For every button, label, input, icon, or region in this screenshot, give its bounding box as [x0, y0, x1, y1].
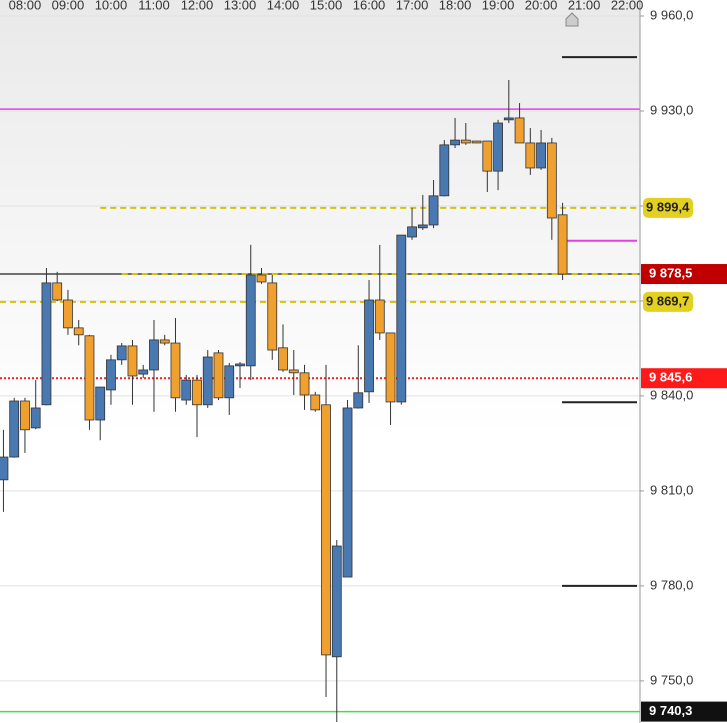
candle-body [41, 282, 52, 406]
candle-body [127, 345, 138, 377]
x-tick-label: 16:00 [353, 0, 386, 12]
y-tick-label: 9 810,0 [650, 482, 693, 497]
candle-body [73, 327, 84, 336]
x-tick-label: 09:00 [52, 0, 85, 12]
candle-body [30, 407, 41, 429]
candle-body [138, 369, 149, 375]
candle-body [63, 299, 73, 329]
candle-body [159, 339, 170, 344]
x-tick-label: 22:00 [611, 0, 644, 12]
candle-body [471, 140, 482, 144]
x-tick-label: 14:00 [267, 0, 300, 12]
candle-body [342, 407, 353, 578]
candle-body [557, 214, 568, 275]
price-tag [643, 291, 693, 312]
candle-body [310, 394, 321, 411]
candle-body [106, 359, 116, 391]
candle-body [116, 345, 127, 361]
price-tag-label: 9 869,7 [646, 293, 689, 308]
y-tick-label: 9 960,0 [650, 7, 693, 22]
candle-body [331, 545, 342, 658]
x-tick-label: 19:00 [482, 0, 515, 12]
y-tick-label: 9 750,0 [650, 672, 693, 687]
candle-body [407, 226, 417, 238]
x-tick-label: 15:00 [310, 0, 343, 12]
candle-body [224, 365, 235, 399]
price-axis-area [640, 0, 727, 723]
price-tag-label: 9 878,5 [649, 265, 692, 280]
y-tick-label: 9 780,0 [650, 577, 693, 592]
price-tag [641, 264, 727, 285]
candle-body [52, 282, 63, 301]
candle-body [374, 299, 385, 334]
price-tag-label: 9 899,4 [646, 199, 690, 214]
x-tick-label: 11:00 [138, 0, 170, 12]
candle-body [20, 400, 30, 431]
candle-body [503, 117, 514, 121]
candle-body [299, 372, 310, 396]
candle-body [181, 379, 192, 401]
candle-body [417, 224, 428, 229]
candle-body [428, 195, 439, 226]
candle-body [536, 142, 546, 169]
x-tick-label: 12:00 [181, 0, 214, 12]
y-tick-label: 9 840,0 [650, 387, 693, 402]
x-tick-label: 17:00 [396, 0, 429, 12]
x-tick-label: 08:00 [9, 0, 42, 12]
candle-body [192, 379, 202, 406]
x-tick-label: 20:00 [525, 0, 558, 12]
price-tag [643, 197, 693, 218]
candle-body [493, 122, 503, 172]
x-tick-label: 21:00 [568, 0, 601, 12]
price-tag-label: 9 845,6 [649, 370, 692, 385]
candle-body [213, 352, 224, 399]
price-tag [641, 701, 727, 722]
x-tick-label: 18:00 [439, 0, 472, 12]
candle-body [482, 140, 493, 172]
candle-body [525, 142, 536, 169]
candle-body [95, 386, 106, 421]
candle-body [267, 282, 278, 351]
candle-body [450, 139, 460, 146]
candle-body [245, 274, 256, 367]
candle-body [439, 144, 450, 197]
x-tick-label: 10:00 [95, 0, 128, 12]
price-tag-label: 9 740,3 [649, 703, 692, 718]
candle-body [149, 339, 159, 371]
home-icon[interactable] [565, 12, 579, 27]
price-tag [641, 368, 727, 389]
y-tick-label: 9 930,0 [650, 102, 693, 117]
candle-body [321, 404, 331, 656]
candle-body [9, 400, 20, 458]
x-tick-label: 13:00 [224, 0, 257, 12]
candle-body [235, 363, 245, 367]
candle-body [364, 299, 374, 393]
candle-body [202, 356, 213, 406]
candle-body [0, 456, 9, 481]
candle-body [546, 142, 557, 219]
candle-body [460, 139, 471, 144]
candle-body [288, 369, 299, 374]
candle-body [396, 234, 407, 403]
candle-body [84, 335, 95, 421]
candle-body [385, 332, 396, 403]
candle-body [170, 342, 181, 399]
candle-body [514, 117, 525, 144]
candle-body [256, 274, 267, 283]
candle-body [278, 347, 288, 371]
candle-body [353, 392, 364, 409]
